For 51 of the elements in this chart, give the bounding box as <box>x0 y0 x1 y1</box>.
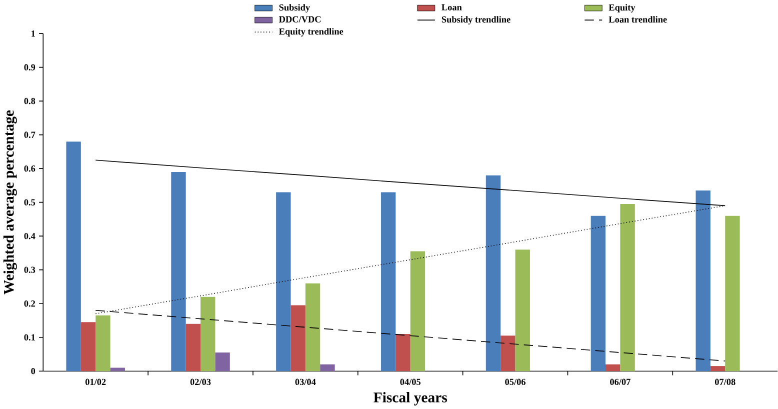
bar <box>696 190 710 372</box>
x-tick-label: 01/02 <box>85 378 106 386</box>
bar <box>96 315 110 372</box>
bar <box>305 283 320 372</box>
bar <box>410 251 426 372</box>
x-tick-label: 06/07 <box>610 378 630 386</box>
bar <box>396 334 410 372</box>
x-tick-label: 02/03 <box>190 378 211 386</box>
y-tick-label: 0.2 <box>24 300 36 307</box>
y-tick-label: 0.1 <box>24 334 35 341</box>
y-tick-label: 1 <box>32 30 35 37</box>
y-axis-title: Weighted average percentage <box>3 110 17 294</box>
bar <box>725 216 740 372</box>
bar <box>620 204 635 372</box>
legend-label: Subsidy trendline <box>442 16 510 25</box>
bar <box>590 216 606 372</box>
y-tick-label: 0.9 <box>24 64 36 70</box>
bar <box>80 322 96 372</box>
y-tick-label: 0.5 <box>24 199 36 206</box>
legend-label: Loan <box>442 4 462 10</box>
legend-label: Loan trendline <box>608 16 667 23</box>
bar <box>486 175 501 372</box>
bar <box>276 192 291 372</box>
y-tick-label: 0 <box>31 368 36 374</box>
bar <box>110 368 125 372</box>
bar <box>380 192 396 372</box>
x-tick-label: 04/05 <box>400 378 421 386</box>
bar <box>186 324 201 372</box>
x-tick-label: 05/06 <box>505 378 526 386</box>
y-tick-label: 0.6 <box>24 166 36 172</box>
x-tick-label: 07/08 <box>714 378 736 386</box>
bar <box>215 352 230 372</box>
bar <box>200 296 216 372</box>
x-tick-label: 03/04 <box>295 378 316 386</box>
bar <box>171 172 186 372</box>
y-tick-label: 0.4 <box>24 233 36 240</box>
bar <box>320 364 335 372</box>
bar <box>515 250 530 372</box>
bar <box>66 142 81 372</box>
y-tick-label: 0.8 <box>24 98 36 104</box>
bar <box>290 305 306 372</box>
bar <box>500 336 516 372</box>
bar <box>710 366 726 372</box>
legend-label: Equity <box>608 4 636 13</box>
bar <box>606 364 620 372</box>
y-tick-label: 0.3 <box>24 266 36 274</box>
legend-label: DDC/VDC <box>279 16 321 23</box>
legend-label: Equity trendline <box>279 28 344 37</box>
y-tick-label: 0.7 <box>24 132 36 138</box>
x-axis-title: Fiscal years <box>374 392 448 406</box>
legend-label: Subsidy <box>279 4 310 13</box>
